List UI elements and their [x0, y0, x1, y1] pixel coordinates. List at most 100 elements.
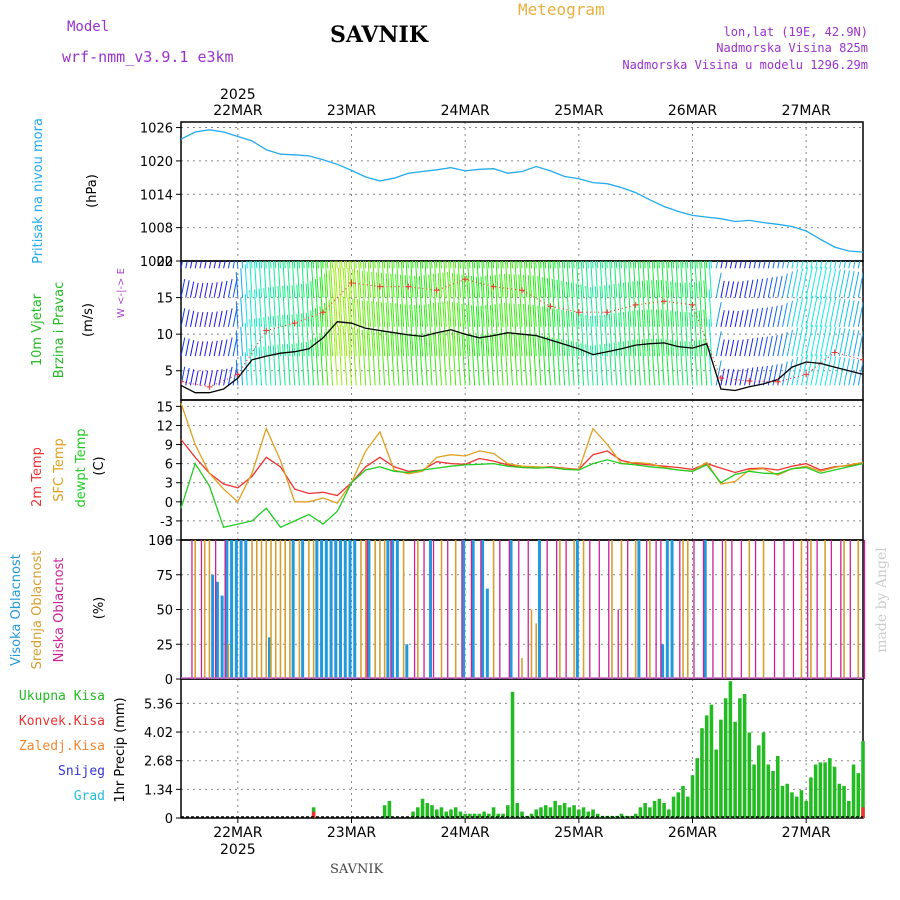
wind-arrow: [725, 261, 728, 269]
top-year-label: 2025: [220, 87, 256, 103]
wind-gust-marker: [575, 309, 582, 316]
wind-arrow: [447, 301, 452, 357]
wind-arrow: [208, 312, 213, 327]
wind-arrow: [627, 282, 632, 327]
elevation-text: Nadmorska Visina 825m: [716, 41, 868, 55]
wind-arrow: [347, 297, 352, 357]
wind-arrow: [235, 359, 239, 386]
wind-arrow: [244, 352, 248, 386]
wind-arrow: [777, 275, 783, 298]
wind-arrow: [651, 309, 656, 357]
wind-arrow: [542, 277, 547, 327]
wind-arrow: [748, 367, 754, 386]
wind-arrow: [253, 318, 258, 357]
wind-arrow: [277, 344, 281, 386]
wind-arrow: [442, 331, 447, 386]
wind-arrow: [504, 302, 509, 357]
wind-arrow: [371, 271, 376, 327]
wind-arrow: [685, 261, 689, 298]
precip-bar-total: [558, 805, 562, 818]
wind-arrow: [604, 285, 608, 327]
wind-arrow: [570, 341, 575, 386]
ytick-label-wind-3: 20: [156, 255, 173, 270]
top-day-label-0: 22MAR: [213, 103, 262, 119]
wind-arrow: [235, 330, 239, 357]
wind-arrow: [744, 368, 749, 386]
wind-arrow: [399, 333, 405, 386]
wind-arrow: [767, 335, 773, 357]
wind-arrow: [471, 305, 476, 357]
wind-arrow: [240, 297, 244, 327]
wind-arrow: [249, 319, 253, 357]
wind-arrow: [282, 344, 286, 386]
top-day-label-3: 25MAR: [554, 103, 603, 119]
bottom-day-label-1: 23MAR: [327, 825, 376, 841]
wind-arrow: [204, 261, 207, 269]
wind-arrow: [720, 310, 725, 327]
wind-arrow: [461, 303, 466, 357]
precip-bar-total: [813, 764, 818, 818]
wind-arrow: [367, 261, 371, 298]
wind-arrow: [319, 306, 324, 357]
wind-arrow: [689, 261, 693, 298]
wind-ylabel-2: Brzina i Pravac: [52, 282, 67, 379]
precip-bar-total: [823, 762, 827, 818]
wind-arrow: [204, 312, 209, 327]
wind-arrow: [371, 330, 376, 386]
wind-arrow: [185, 261, 188, 269]
wind-arrow: [418, 334, 424, 386]
wind-arrow: [576, 261, 580, 298]
wind-arrow: [703, 338, 708, 386]
wind-arrow: [777, 334, 783, 357]
precip-bar-total: [439, 807, 444, 818]
wind-arrow: [800, 261, 804, 269]
wind-arrow: [462, 261, 466, 298]
wind-arrow: [331, 261, 334, 269]
precip-bar-total: [704, 715, 709, 818]
precip-bar-conv: [861, 807, 865, 818]
wind-compass-label: W <-|-> E: [116, 268, 127, 318]
wind-arrow: [395, 274, 400, 327]
wind-gust-marker: [519, 287, 525, 294]
wind-arrow: [320, 261, 324, 298]
top-day-label-4: 26MAR: [668, 103, 717, 119]
wind-arrow: [513, 274, 518, 327]
wind-arrow: [410, 261, 414, 298]
frame-pressure: [180, 121, 864, 262]
wind-arrow: [791, 327, 799, 357]
wind-arrow: [834, 261, 837, 269]
wind-arrow: [632, 281, 637, 327]
wind-gust-marker: [717, 375, 724, 382]
precip-bar-total: [510, 691, 515, 818]
temp-ylabel-dew: dewpt Temp: [74, 428, 89, 507]
ytick-label-precip-4: 5.36: [144, 697, 173, 712]
wind-arrow: [194, 312, 199, 327]
wind-arrow: [342, 326, 348, 386]
wind-arrow: [268, 261, 272, 298]
wind-arrow: [527, 333, 532, 386]
wind-arrow: [213, 261, 217, 269]
precip-bar-total: [761, 732, 766, 818]
wind-arrow: [829, 356, 837, 386]
wind-arrow: [504, 332, 509, 386]
precip-bar-total: [775, 755, 780, 818]
precip-bar-total: [728, 681, 733, 818]
wind-arrow: [609, 261, 613, 298]
cloud-ylabel-high: Visoka Oblacnost: [9, 554, 24, 666]
ytick-label-temperature-6: 12: [156, 419, 173, 434]
wind-arrow: [485, 275, 490, 327]
wind-arrow: [693, 282, 698, 327]
wind-arrow: [853, 330, 860, 357]
wind-arrow: [739, 310, 744, 327]
wind-arrow: [272, 345, 277, 386]
precip-bar-total: [430, 805, 434, 818]
wind-arrow: [715, 261, 719, 269]
wind-arrow: [824, 326, 832, 357]
precip-bar-total: [790, 792, 794, 818]
wind-arrow: [194, 370, 199, 386]
wind-arrow: [791, 298, 799, 327]
wind-arrow: [694, 261, 698, 298]
wind-arrow: [590, 261, 594, 298]
precip-bar-total: [837, 783, 842, 818]
top-day-label-2: 24MAR: [441, 103, 490, 119]
